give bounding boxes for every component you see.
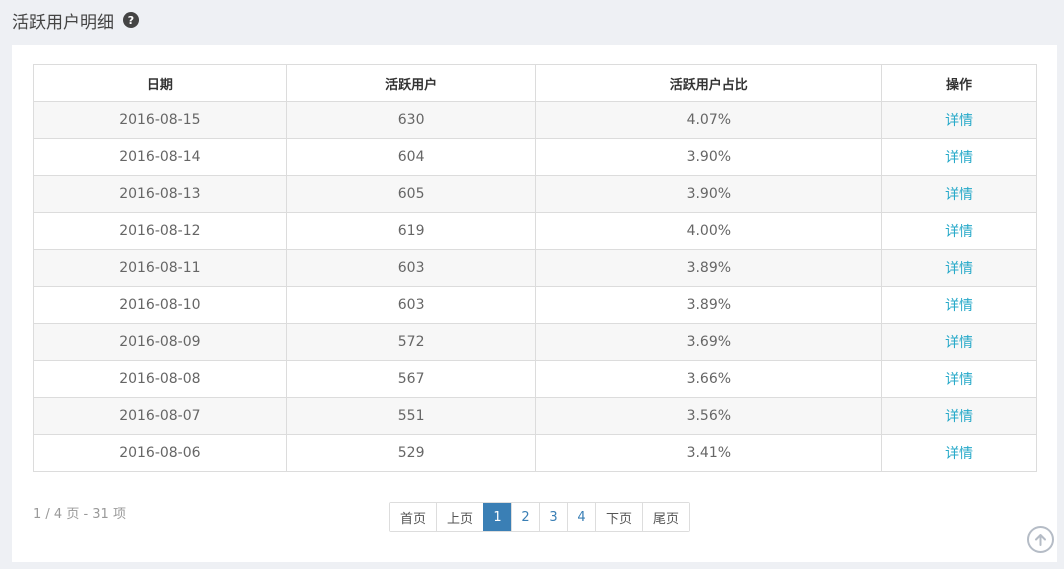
table-row: 2016-08-15 630 4.07% 详情 — [33, 101, 1037, 139]
cell-ratio: 3.89% — [535, 286, 883, 324]
table-row: 2016-08-13 605 3.90% 详情 — [33, 175, 1037, 213]
cell-date: 2016-08-10 — [33, 286, 287, 324]
content-panel: 日期 活跃用户 活跃用户占比 操作 2016-08-15 630 4.07% 详情 20… — [12, 45, 1057, 562]
table-header-row: 日期 活跃用户 活跃用户占比 操作 — [33, 64, 1037, 102]
cell-users: 603 — [285, 286, 537, 324]
prev-page-button[interactable]: 上页 — [436, 503, 484, 531]
cell-date: 2016-08-06 — [33, 434, 287, 472]
detail-link[interactable]: 详情 — [945, 335, 974, 351]
page-button-3[interactable]: 3 — [539, 503, 568, 531]
cell-ratio: 3.66% — [535, 360, 883, 398]
column-header-date[interactable]: 日期 — [33, 64, 287, 102]
cell-action: 详情 — [881, 434, 1037, 472]
table-row: 2016-08-14 604 3.90% 详情 — [33, 138, 1037, 176]
active-users-table: 日期 活跃用户 活跃用户占比 操作 2016-08-15 630 4.07% 详情 20… — [33, 64, 1037, 472]
cell-users: 619 — [285, 212, 537, 250]
cell-action: 详情 — [881, 101, 1037, 139]
cell-ratio: 3.69% — [535, 323, 883, 361]
column-header-users[interactable]: 活跃用户 — [285, 64, 537, 102]
cell-users: 567 — [285, 360, 537, 398]
arrow-up-glyph — [1035, 534, 1046, 546]
cell-date: 2016-08-09 — [33, 323, 287, 361]
detail-link[interactable]: 详情 — [945, 224, 974, 240]
cell-ratio: 3.56% — [535, 397, 883, 435]
cell-ratio: 3.41% — [535, 434, 883, 472]
cell-date: 2016-08-12 — [33, 212, 287, 250]
page-button-1[interactable]: 1 — [483, 503, 512, 531]
cell-date: 2016-08-11 — [33, 249, 287, 287]
cell-ratio: 4.07% — [535, 101, 883, 139]
cell-date: 2016-08-15 — [33, 101, 287, 139]
cell-action: 详情 — [881, 138, 1037, 176]
detail-link[interactable]: 详情 — [945, 446, 974, 462]
page-button-4[interactable]: 4 — [567, 503, 596, 531]
question-circle-icon[interactable]: ? — [123, 12, 139, 28]
detail-link[interactable]: 详情 — [945, 187, 974, 203]
cell-ratio: 3.90% — [535, 138, 883, 176]
cell-users: 551 — [285, 397, 537, 435]
last-page-button[interactable]: 尾页 — [642, 503, 690, 531]
column-header-ratio[interactable]: 活跃用户占比 — [535, 64, 883, 102]
table-row: 2016-08-06 529 3.41% 详情 — [33, 434, 1037, 472]
cell-action: 详情 — [881, 249, 1037, 287]
page-header: 活跃用户明细 ? — [12, 0, 139, 40]
page-title: 活跃用户明细 — [12, 12, 114, 33]
first-page-button[interactable]: 首页 — [390, 503, 437, 531]
cell-action: 详情 — [881, 212, 1037, 250]
cell-users: 630 — [285, 101, 537, 139]
cell-date: 2016-08-14 — [33, 138, 287, 176]
detail-link[interactable]: 详情 — [945, 409, 974, 425]
arrow-up-circle-icon[interactable] — [1027, 526, 1054, 553]
cell-ratio: 3.89% — [535, 249, 883, 287]
cell-action: 详情 — [881, 286, 1037, 324]
cell-users: 604 — [285, 138, 537, 176]
cell-ratio: 4.00% — [535, 212, 883, 250]
table-row: 2016-08-12 619 4.00% 详情 — [33, 212, 1037, 250]
cell-users: 529 — [285, 434, 537, 472]
table-row: 2016-08-07 551 3.56% 详情 — [33, 397, 1037, 435]
cell-users: 605 — [285, 175, 537, 213]
detail-link[interactable]: 详情 — [945, 372, 974, 388]
page-button-2[interactable]: 2 — [511, 503, 540, 531]
cell-action: 详情 — [881, 397, 1037, 435]
cell-action: 详情 — [881, 323, 1037, 361]
pagination-info: 1 / 4 页 - 31 项 — [33, 507, 126, 522]
table-row: 2016-08-09 572 3.69% 详情 — [33, 323, 1037, 361]
cell-date: 2016-08-08 — [33, 360, 287, 398]
cell-users: 572 — [285, 323, 537, 361]
pagination: 首页 上页 1 2 3 4 下页 尾页 — [389, 502, 691, 532]
cell-action: 详情 — [881, 175, 1037, 213]
table-row: 2016-08-11 603 3.89% 详情 — [33, 249, 1037, 287]
cell-date: 2016-08-07 — [33, 397, 287, 435]
detail-link[interactable]: 详情 — [945, 113, 974, 129]
table-row: 2016-08-10 603 3.89% 详情 — [33, 286, 1037, 324]
column-header-action: 操作 — [881, 64, 1037, 102]
detail-link[interactable]: 详情 — [945, 150, 974, 166]
next-page-button[interactable]: 下页 — [595, 503, 643, 531]
cell-ratio: 3.90% — [535, 175, 883, 213]
detail-link[interactable]: 详情 — [945, 261, 974, 277]
cell-action: 详情 — [881, 360, 1037, 398]
detail-link[interactable]: 详情 — [945, 298, 974, 314]
cell-date: 2016-08-13 — [33, 175, 287, 213]
table-row: 2016-08-08 567 3.66% 详情 — [33, 360, 1037, 398]
cell-users: 603 — [285, 249, 537, 287]
